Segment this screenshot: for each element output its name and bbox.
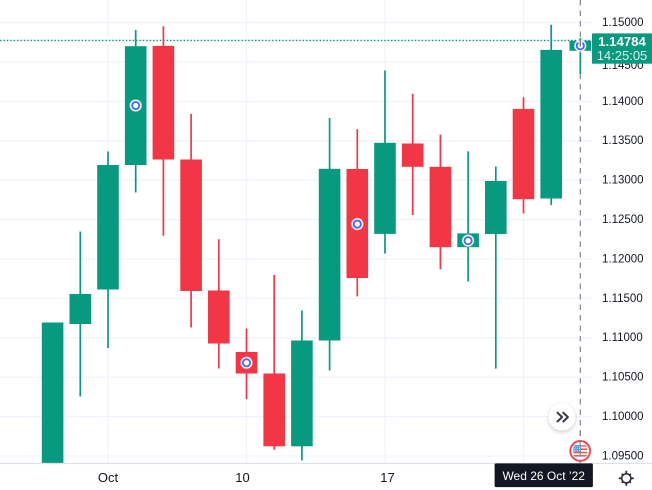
svg-text:Wed 26 Oct ’22: Wed 26 Oct ’22 bbox=[502, 469, 585, 483]
svg-text:1.10500: 1.10500 bbox=[602, 372, 644, 384]
svg-text:14:25:05: 14:25:05 bbox=[597, 48, 648, 63]
svg-text:1.14784: 1.14784 bbox=[598, 34, 646, 49]
svg-text:1.13500: 1.13500 bbox=[602, 135, 644, 147]
svg-text:1.15000: 1.15000 bbox=[602, 17, 644, 29]
svg-text:1.12500: 1.12500 bbox=[602, 214, 644, 226]
svg-text:1.09500: 1.09500 bbox=[602, 450, 644, 462]
svg-text:Oct: Oct bbox=[98, 470, 119, 485]
svg-text:1.12000: 1.12000 bbox=[602, 253, 644, 265]
svg-text:1.10000: 1.10000 bbox=[602, 411, 644, 423]
svg-text:1.14000: 1.14000 bbox=[602, 96, 644, 108]
svg-text:1.13000: 1.13000 bbox=[602, 175, 644, 187]
svg-text:1.11500: 1.11500 bbox=[602, 293, 643, 305]
svg-text:1.11000: 1.11000 bbox=[602, 332, 643, 344]
svg-text:17: 17 bbox=[380, 470, 394, 485]
svg-text:10: 10 bbox=[235, 470, 249, 485]
